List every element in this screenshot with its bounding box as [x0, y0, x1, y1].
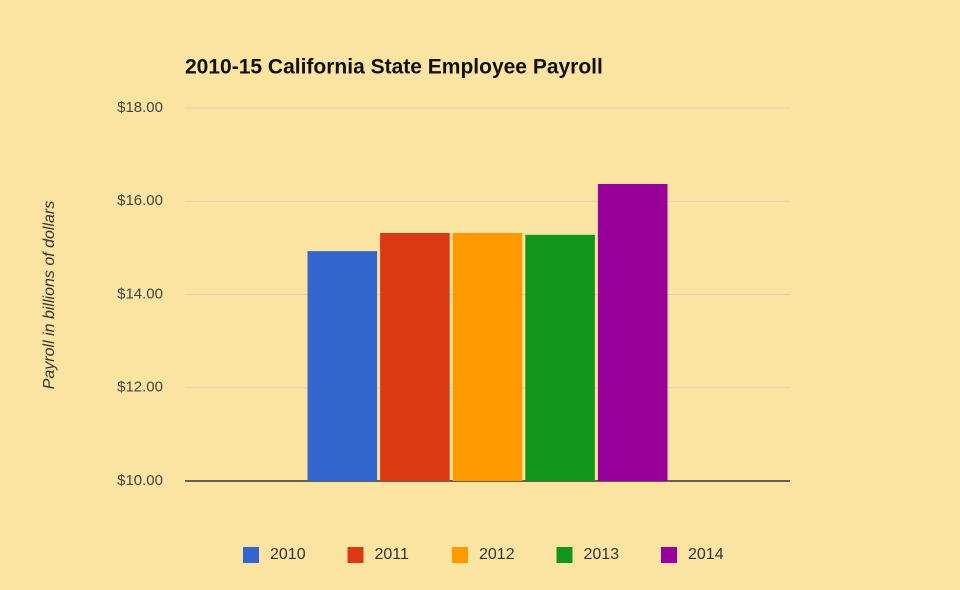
- legend-label: 2013: [584, 546, 620, 563]
- legend-swatch: [661, 547, 677, 563]
- legend-label: 2010: [270, 546, 306, 563]
- chart-title: 2010-15 California State Employee Payrol…: [185, 56, 603, 79]
- bar: [525, 234, 595, 481]
- y-tick-label: $16.00: [117, 192, 163, 209]
- y-tick-label: $14.00: [117, 285, 163, 302]
- y-tick-label: $10.00: [117, 472, 163, 489]
- legend-swatch: [556, 547, 573, 563]
- legend-label: 2012: [479, 546, 515, 563]
- legend-swatch: [452, 547, 468, 563]
- legend-label: 2014: [688, 546, 724, 563]
- bar: [380, 232, 450, 481]
- y-tick-label: $12.00: [117, 379, 163, 396]
- y-tick-label: $18.00: [117, 99, 163, 116]
- legend-label: 2011: [375, 546, 410, 563]
- legend-swatch: [347, 547, 364, 563]
- bar: [307, 251, 378, 481]
- y-axis-label: Payroll in billions of dollars: [41, 201, 58, 390]
- bar: [597, 183, 668, 481]
- bar: [452, 232, 523, 481]
- legend-swatch: [243, 547, 259, 563]
